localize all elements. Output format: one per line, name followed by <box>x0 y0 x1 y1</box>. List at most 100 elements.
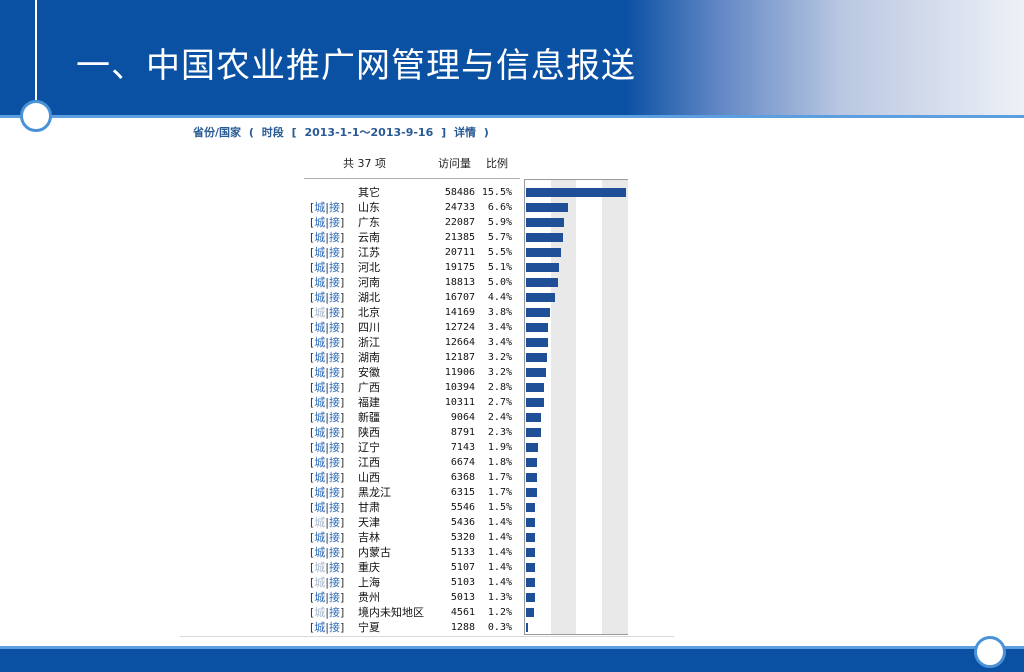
access-link[interactable]: 接 <box>329 306 341 319</box>
row-links: [城|接] <box>310 245 344 260</box>
region-name: 河北 <box>358 261 380 274</box>
link-bracket: [ <box>310 246 315 259</box>
visit-bar <box>526 533 535 542</box>
city-link[interactable]: 城 <box>314 471 326 484</box>
link-bracket: ] <box>340 471 345 484</box>
row-links: [城|接] <box>310 440 344 455</box>
visit-bar <box>526 353 547 362</box>
city-link[interactable]: 城 <box>314 576 326 589</box>
access-link[interactable]: 接 <box>329 621 341 634</box>
access-link[interactable]: 接 <box>329 531 341 544</box>
region-name: 宁夏 <box>358 621 380 634</box>
city-link[interactable]: 城 <box>314 306 326 319</box>
city-link[interactable]: 城 <box>314 621 326 634</box>
header-vertical-line <box>35 0 37 104</box>
region-name: 安徽 <box>358 366 380 379</box>
city-link[interactable]: 城 <box>314 291 326 304</box>
city-link[interactable]: 城 <box>314 261 326 274</box>
visit-ratio: 2.3% <box>487 427 512 438</box>
visit-count: 11906 <box>444 367 475 378</box>
visit-bar <box>526 293 555 302</box>
access-link[interactable]: 接 <box>329 426 341 439</box>
region-name: 山东 <box>358 201 380 214</box>
link-bracket: | <box>325 216 330 229</box>
row-links: [城|接] <box>310 470 344 485</box>
visit-count: 5133 <box>450 547 475 558</box>
access-link[interactable]: 接 <box>329 576 341 589</box>
city-link[interactable]: 城 <box>314 276 326 289</box>
city-link[interactable]: 城 <box>314 411 326 424</box>
city-link[interactable]: 城 <box>314 321 326 334</box>
city-link[interactable]: 城 <box>314 246 326 259</box>
city-link[interactable]: 城 <box>314 546 326 559</box>
access-link[interactable]: 接 <box>329 441 341 454</box>
city-link[interactable]: 城 <box>314 201 326 214</box>
city-link[interactable]: 城 <box>314 441 326 454</box>
city-link[interactable]: 城 <box>314 606 326 619</box>
access-link[interactable]: 接 <box>329 231 341 244</box>
city-link[interactable]: 城 <box>314 561 326 574</box>
city-link[interactable]: 城 <box>314 591 326 604</box>
link-bracket: | <box>325 486 330 499</box>
city-link[interactable]: 城 <box>314 396 326 409</box>
visit-bar <box>526 413 541 422</box>
visit-count: 1288 <box>450 622 475 633</box>
access-link[interactable]: 接 <box>329 291 341 304</box>
city-link[interactable]: 城 <box>314 426 326 439</box>
row-links: [城|接] <box>310 290 344 305</box>
region-name: 吉林 <box>358 531 380 544</box>
access-link[interactable]: 接 <box>329 561 341 574</box>
city-link[interactable]: 城 <box>314 336 326 349</box>
city-link[interactable]: 城 <box>314 381 326 394</box>
access-link[interactable]: 接 <box>329 246 341 259</box>
access-link[interactable]: 接 <box>329 486 341 499</box>
access-link[interactable]: 接 <box>329 381 341 394</box>
access-link[interactable]: 接 <box>329 516 341 529</box>
access-link[interactable]: 接 <box>329 366 341 379</box>
visit-count: 12187 <box>444 352 475 363</box>
access-link[interactable]: 接 <box>329 501 341 514</box>
city-link[interactable]: 城 <box>314 366 326 379</box>
access-link[interactable]: 接 <box>329 276 341 289</box>
access-link[interactable]: 接 <box>329 351 341 364</box>
link-bracket: | <box>325 441 330 454</box>
city-link[interactable]: 城 <box>314 351 326 364</box>
link-bracket: | <box>325 501 330 514</box>
link-bracket: | <box>325 276 330 289</box>
visit-bar <box>526 548 535 557</box>
visit-bar <box>526 518 535 527</box>
city-link[interactable]: 城 <box>314 516 326 529</box>
access-link[interactable]: 接 <box>329 606 341 619</box>
city-link[interactable]: 城 <box>314 216 326 229</box>
table-row: [城|接] 福建 10311 2.7% <box>0 395 1024 410</box>
access-link[interactable]: 接 <box>329 546 341 559</box>
link-bracket: [ <box>310 426 315 439</box>
link-bracket: | <box>325 291 330 304</box>
visit-count: 5103 <box>450 577 475 588</box>
access-link[interactable]: 接 <box>329 591 341 604</box>
access-link[interactable]: 接 <box>329 201 341 214</box>
access-link[interactable]: 接 <box>329 216 341 229</box>
table-row: [城|接] 湖南 12187 3.2% <box>0 350 1024 365</box>
visit-count: 18813 <box>444 277 475 288</box>
city-link[interactable]: 城 <box>314 456 326 469</box>
city-link[interactable]: 城 <box>314 231 326 244</box>
access-link[interactable]: 接 <box>329 396 341 409</box>
access-link[interactable]: 接 <box>329 261 341 274</box>
city-link[interactable]: 城 <box>314 501 326 514</box>
visit-count: 16707 <box>444 292 475 303</box>
city-link[interactable]: 城 <box>314 531 326 544</box>
link-bracket: | <box>325 591 330 604</box>
access-link[interactable]: 接 <box>329 411 341 424</box>
access-link[interactable]: 接 <box>329 456 341 469</box>
row-links: [城|接] <box>310 560 344 575</box>
date-range[interactable]: 2013-1-1～2013-9-16 <box>304 126 434 139</box>
visit-bar <box>526 578 535 587</box>
details-link[interactable]: 详情 <box>453 126 476 139</box>
access-link[interactable]: 接 <box>329 336 341 349</box>
visit-ratio: 3.8% <box>487 307 512 318</box>
city-link[interactable]: 城 <box>314 486 326 499</box>
row-links: [城|接] <box>310 350 344 365</box>
access-link[interactable]: 接 <box>329 321 341 334</box>
access-link[interactable]: 接 <box>329 471 341 484</box>
